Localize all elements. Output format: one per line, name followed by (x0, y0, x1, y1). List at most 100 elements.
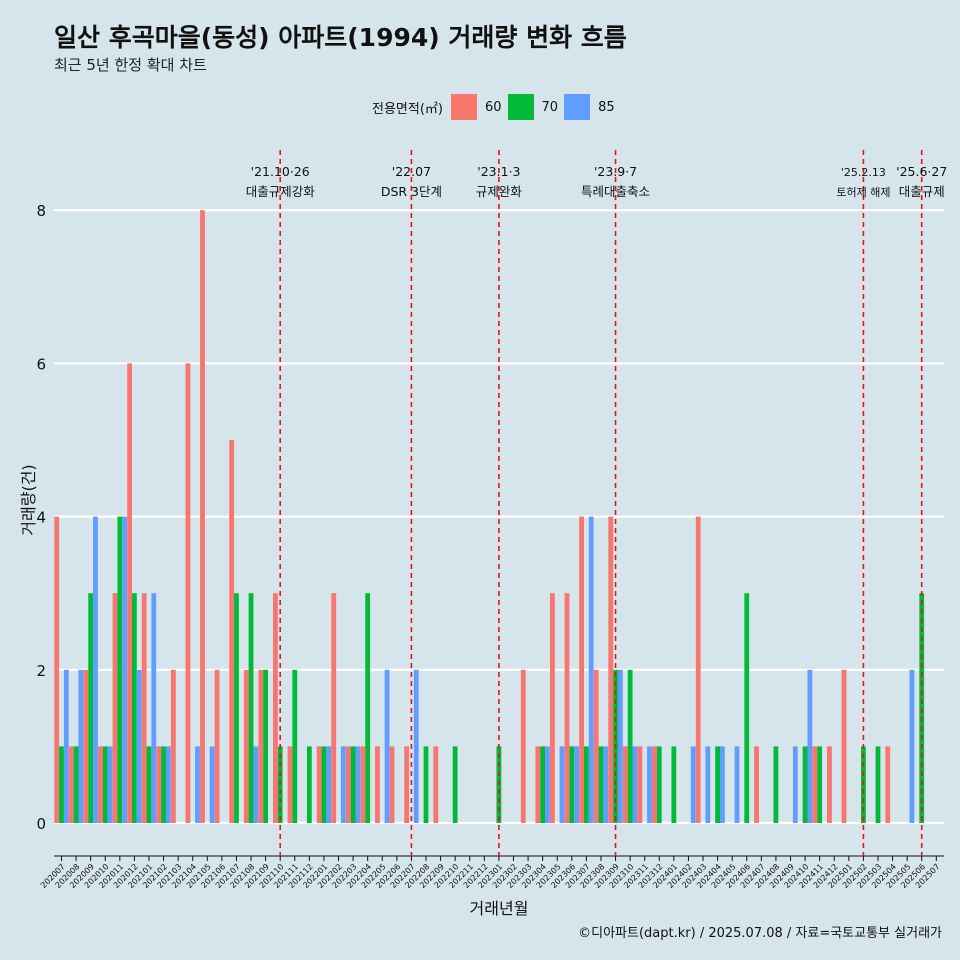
legend-title: 전용면적(㎡) (372, 101, 443, 117)
bar-70-202308 (598, 746, 604, 823)
bar-85-202410 (807, 669, 813, 823)
bar-60-202102 (156, 746, 162, 823)
bar-85-202404 (720, 746, 725, 823)
y-tick-label-0: 0 (36, 815, 46, 833)
bar-60-202107 (229, 440, 235, 823)
bar-60-202008 (68, 746, 74, 823)
bar-60-202308 (593, 669, 599, 823)
bar-70-202406 (744, 593, 750, 823)
bar-85-202207 (413, 669, 419, 823)
bar-70-202401 (671, 746, 677, 823)
bar-60-202312 (652, 746, 657, 823)
bar-85-202108 (253, 746, 259, 823)
annotation-label-202506: 대출규제 (899, 184, 945, 199)
bar-85-202402 (690, 746, 696, 823)
legend-item-70: 70 (507, 94, 558, 120)
bar-60-202106 (214, 669, 220, 823)
bar-85-202311 (647, 746, 652, 823)
bar-60-202109 (258, 669, 264, 823)
bar-70-202210 (452, 746, 458, 823)
bar-70-202011 (117, 516, 123, 823)
bar-70-202102 (161, 746, 166, 823)
bar-85-202011 (122, 516, 128, 823)
bar-70-202411 (817, 746, 823, 823)
bar-85-202205 (384, 669, 390, 823)
bar-70-202204 (365, 593, 371, 823)
bar-60-202310 (622, 746, 628, 823)
bar-85-202008 (78, 669, 84, 823)
bar-85-202307 (588, 516, 594, 823)
bar-70-202408 (773, 746, 779, 823)
bar-60-202010 (98, 746, 103, 823)
bar-60-202012 (127, 363, 132, 823)
bar-85-202403 (705, 746, 711, 823)
bar-70-202307 (583, 746, 589, 823)
bar-60-202307 (579, 516, 584, 823)
bar-60-202403 (695, 516, 701, 823)
bar-70-202410 (802, 746, 808, 823)
bar-85-202010 (107, 746, 113, 823)
bar-85-202007 (63, 669, 69, 823)
bar-60-202303 (520, 669, 526, 823)
legend-label-60: 60 (484, 99, 502, 115)
bar-85-202102 (165, 746, 171, 823)
bar-85-202304 (545, 746, 550, 823)
annotation-label-202110: 대출규제강화 (246, 184, 316, 199)
annotation-label-202301: 규제완화 (476, 184, 523, 199)
bar-60-202504 (885, 746, 891, 823)
bar-60-202105 (200, 210, 205, 823)
bar-85-202009 (93, 516, 98, 823)
bar-60-202311 (637, 746, 643, 823)
bar-85-202409 (792, 746, 798, 823)
bar-60-202009 (83, 669, 89, 823)
bar-60-202011 (112, 593, 118, 823)
bar-60-202305 (550, 593, 555, 823)
bar-70-202009 (88, 593, 94, 823)
bar-70-202109 (263, 669, 269, 823)
bar-60-202104 (185, 363, 191, 823)
y-tick-label-8: 8 (36, 202, 46, 220)
bar-70-202208 (423, 746, 429, 823)
bar-60-202202 (331, 593, 337, 823)
legend-item-60: 60 (450, 94, 502, 120)
bar-70-202304 (540, 746, 546, 823)
annotation-label-202207: DSR 3단계 (381, 184, 442, 199)
annotation-label-202502: 토허제 해제 (836, 185, 890, 199)
chart-title: 일산 후곡마을(동성) 아파트(1994) 거래량 변화 흐름 (54, 23, 627, 52)
bar-70-202108 (248, 593, 254, 823)
y-axis-title: 거래량(건) (19, 464, 38, 535)
bar-60-202203 (345, 746, 351, 823)
bar-85-202203 (355, 746, 361, 823)
bar-70-202008 (73, 746, 79, 823)
bar-60-202206 (389, 746, 395, 823)
bar-60-202103 (170, 669, 176, 823)
y-tick-label-6: 6 (36, 355, 46, 373)
annotation-date-202207: '22.07 (392, 164, 431, 179)
bar-60-202207 (404, 746, 410, 823)
bar-60-202411 (812, 746, 818, 823)
bar-85-202309 (617, 669, 623, 823)
bar-85-202310 (632, 746, 638, 823)
legend-item-85: 85 (564, 94, 615, 120)
annotation-label-202309: 특례대출축소 (581, 184, 650, 199)
bar-85-202405 (734, 746, 740, 823)
bar-70-202404 (715, 746, 720, 823)
annotation-date-202110: '21.10·26 (251, 164, 310, 179)
chart-subtitle: 최근 5년 한정 확대 차트 (54, 56, 207, 74)
bar-70-202111 (292, 669, 298, 823)
x-axis-title: 거래년월 (470, 899, 529, 918)
bar-60-202201 (316, 746, 322, 823)
bar-60-202110 (273, 593, 278, 823)
bar-85-202505 (909, 669, 915, 823)
bar-60-202007 (54, 516, 60, 823)
bar-70-202012 (132, 593, 137, 823)
bar-60-202209 (433, 746, 439, 823)
bar-70-202203 (350, 746, 356, 823)
bar-85-202308 (603, 746, 609, 823)
bar-60-202304 (535, 746, 541, 823)
bar-60-202407 (754, 746, 759, 823)
bar-85-202105 (209, 746, 215, 823)
bar-60-202412 (827, 746, 832, 823)
bar-60-202101 (141, 593, 147, 823)
